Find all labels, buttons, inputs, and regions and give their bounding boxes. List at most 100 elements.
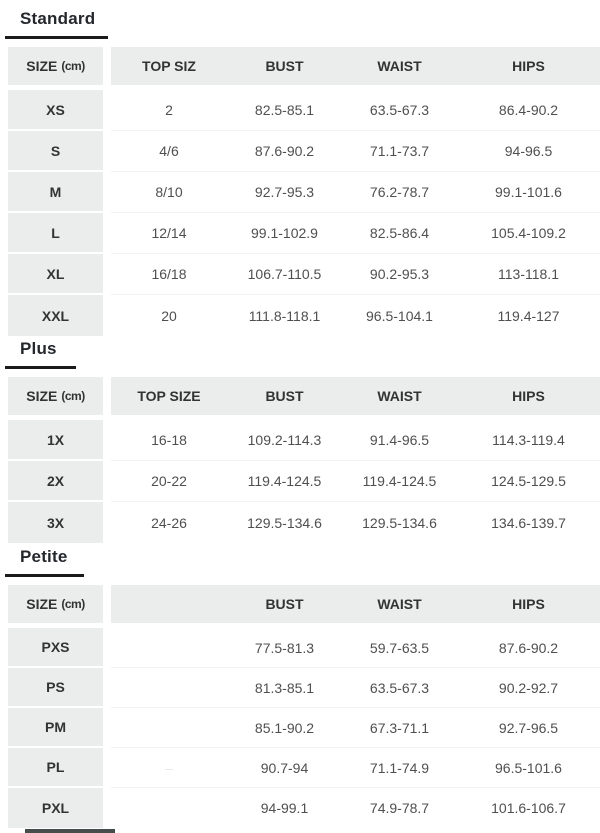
column-gap [103, 131, 111, 172]
table-row: 3X 24-26 129.5-134.6 129.5-134.6 134.6-1… [8, 502, 600, 543]
cell-top-size: 2 [165, 102, 173, 118]
column-gap [103, 585, 111, 623]
cell-top-size: 20 [161, 307, 177, 324]
cell-waist: 76.2-78.7 [369, 184, 430, 200]
cell-size: XXL [8, 295, 103, 336]
table-row: 2X 20-22 119.4-124.5 119.4-124.5 124.5-1… [8, 461, 600, 502]
cell-waist: 129.5-134.6 [362, 514, 437, 531]
cell-hips: 90.2-92.7 [498, 679, 559, 696]
column-gap [103, 461, 111, 502]
table-row: XL 16/18 106.7-110.5 90.2-95.3 113-118.1 [8, 254, 600, 295]
column-header-bust: BUST [265, 388, 304, 404]
column-gap [103, 788, 111, 828]
cell-waist: 82.5-86.4 [369, 225, 430, 241]
cell-hips: 87.6-90.2 [498, 639, 559, 656]
column-header-bust: BUST [265, 58, 304, 74]
section-title: Standard [20, 9, 96, 28]
next-section-underline-cutoff [25, 829, 115, 833]
cell-hips: 114.3-119.4 [492, 432, 565, 448]
cell-waist: 59.7-63.5 [369, 639, 430, 656]
cell-top-size [111, 788, 227, 828]
cell-top-size: 24-26 [151, 514, 187, 531]
cell-top-size: 4/6 [159, 143, 179, 159]
section-title-underline [5, 366, 76, 369]
table-header-row: SIZE (cm) TOP SIZ BUST WAIST HIPS [8, 47, 600, 85]
cell-bust: 99.1-102.9 [251, 225, 318, 241]
cell-size: L [8, 213, 103, 254]
cell-hips: 99.1-101.6 [495, 184, 562, 200]
column-header-top-size: TOP SIZ [142, 58, 196, 74]
cell-bust: 81.3-85.1 [254, 679, 315, 696]
cell-hips: 105.4-109.2 [491, 225, 566, 241]
cell-size: PM [8, 708, 103, 748]
cell-size: PL [8, 748, 103, 788]
cell-hips: 113-118.1 [498, 266, 559, 282]
column-header-size-unit: (cm) [61, 389, 85, 403]
cell-bust: 109.2-114.3 [247, 432, 322, 448]
table-body: XS 2 82.5-85.1 63.5-67.3 86.4-90.2 S 4/6… [8, 90, 600, 336]
column-gap [103, 295, 111, 336]
column-header-size: SIZE (cm) [8, 585, 103, 623]
cell-top-size: 20-22 [151, 473, 187, 489]
column-gap [103, 213, 111, 254]
cell-hips: 134.6-139.7 [491, 514, 566, 531]
column-header-hips: HIPS [512, 596, 545, 612]
column-header-size: SIZE (cm) [8, 377, 103, 415]
column-header-waist: WAIST [377, 388, 422, 404]
table-row: S 4/6 87.6-90.2 71.1-73.7 94-96.5 [8, 131, 600, 172]
cell-waist: 74.9-78.7 [369, 800, 430, 816]
table-header-row: SIZE (cm) TOP SIZE BUST WAIST HIPS [8, 377, 600, 415]
column-gap [103, 377, 111, 415]
table-row: 1X 16-18 109.2-114.3 91.4-96.5 114.3-119… [8, 420, 600, 461]
column-header-size-label: SIZE [26, 58, 58, 74]
table-row: XS 2 82.5-85.1 63.5-67.3 86.4-90.2 [8, 90, 600, 131]
cell-top-size: 16-18 [151, 432, 187, 448]
cell-hips: 119.4-127 [497, 307, 560, 324]
table-row: PS 81.3-85.1 63.5-67.3 90.2-92.7 [8, 668, 600, 708]
cell-bust: 111.8-118.1 [248, 307, 321, 324]
cell-waist: 71.1-74.9 [369, 759, 430, 776]
cell-size: PS [8, 668, 103, 708]
table-row: L 12/14 99.1-102.9 82.5-86.4 105.4-109.2 [8, 213, 600, 254]
table-row: PM 85.1-90.2 67.3-71.1 92.7-96.5 [8, 708, 600, 748]
cell-waist: 71.1-73.7 [369, 143, 430, 159]
column-header-top-size: TOP SIZE [137, 388, 201, 404]
size-table: SIZE (cm) BUST WAIST HIPS PXS 77.5-81.3 … [8, 585, 600, 828]
column-header-waist: WAIST [377, 596, 422, 612]
cell-hips: 124.5-129.5 [491, 473, 566, 489]
cell-waist: 63.5-67.3 [369, 102, 430, 118]
cell-size: PXS [8, 628, 103, 668]
cell-bust: 129.5-134.6 [247, 514, 322, 531]
cell-top-size [111, 668, 227, 707]
cell-top-size [111, 628, 227, 667]
section-title-underline [5, 36, 108, 39]
cell-waist: 63.5-67.3 [369, 679, 430, 696]
cell-size: PXL [8, 788, 103, 828]
cell-size: 3X [8, 502, 103, 543]
cell-top-size: – [165, 759, 173, 776]
cell-hips: 86.4-90.2 [498, 102, 559, 118]
cell-bust: 94-99.1 [260, 800, 309, 816]
cell-size: XS [8, 90, 103, 131]
cell-top-size: 8/10 [155, 184, 183, 200]
size-table: SIZE (cm) TOP SIZE BUST WAIST HIPS 1X 16… [8, 377, 600, 543]
section-title: Petite [20, 547, 68, 566]
table-row: XXL 20 111.8-118.1 96.5-104.1 119.4-127 [8, 295, 600, 336]
column-gap [103, 90, 111, 131]
section-title: Plus [20, 339, 57, 358]
column-gap [103, 172, 111, 213]
column-header-top-size [111, 585, 227, 623]
size-chart-section: Plus SIZE (cm) TOP SIZE BUST WAIST HIPS … [5, 336, 600, 543]
cell-bust: 82.5-85.1 [254, 102, 315, 118]
column-header-size-unit: (cm) [61, 597, 85, 611]
cell-bust: 77.5-81.3 [254, 639, 315, 656]
column-header-size-label: SIZE [26, 388, 58, 404]
column-gap [103, 668, 111, 708]
section-title-underline [5, 574, 84, 577]
cell-size: M [8, 172, 103, 213]
cell-waist: 90.2-95.3 [369, 266, 430, 282]
column-gap [103, 502, 111, 543]
column-gap [103, 420, 111, 461]
column-header-size-label: SIZE [26, 596, 58, 612]
